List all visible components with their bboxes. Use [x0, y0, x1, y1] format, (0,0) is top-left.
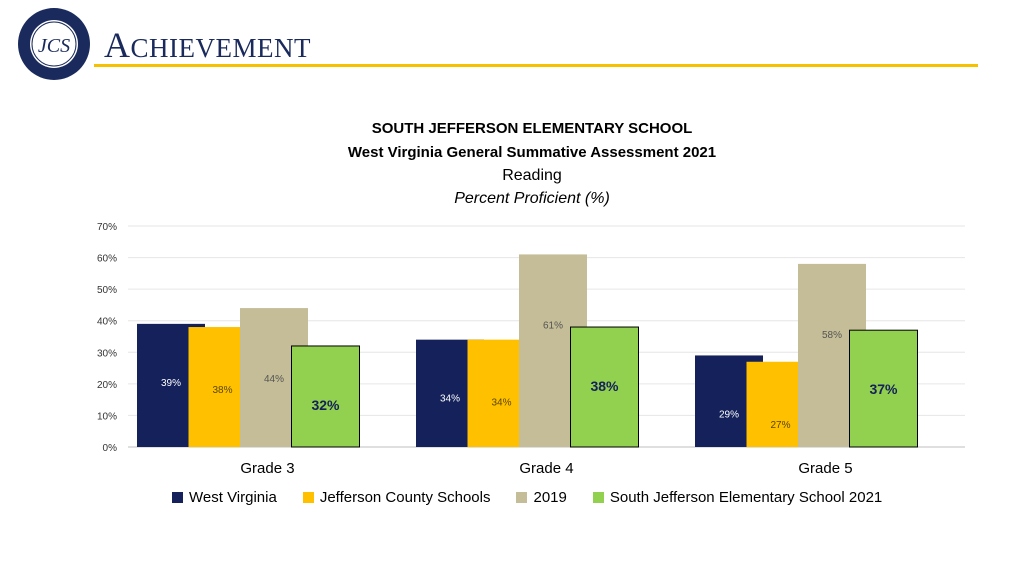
x-tick-label: Grade 5 [798, 460, 852, 477]
legend-label: South Jefferson Elementary School 2021 [609, 489, 883, 506]
data-label: 34% [491, 398, 511, 409]
y-tick-label: 50% [97, 285, 117, 296]
chart-ylabel: Percent Proficient (%) [454, 190, 610, 207]
data-label: 61% [543, 320, 563, 331]
data-label: 34% [440, 394, 460, 405]
data-label: 44% [264, 374, 284, 385]
data-label: 38% [212, 385, 232, 396]
data-label: 39% [161, 378, 181, 389]
data-label: 37% [869, 381, 898, 397]
legend-label: 2019 [533, 489, 567, 506]
x-tick-label: Grade 3 [240, 460, 294, 477]
data-label: 27% [770, 420, 790, 431]
y-tick-label: 10% [97, 411, 117, 422]
logo-monogram: JCS [38, 35, 70, 57]
legend-swatch-2019 [516, 492, 528, 503]
legend-swatch-west-virginia [172, 492, 183, 503]
page-title: ACHIEVEMENT [104, 25, 311, 65]
legend-item-2019: 2019 [516, 489, 567, 506]
y-tick-label: 30% [97, 348, 117, 359]
chart-subtitle: West Virginia General Summative Assessme… [347, 144, 717, 161]
x-tick-label: Grade 4 [519, 460, 573, 477]
y-tick-label: 70% [97, 222, 117, 233]
legend-item-west-virginia: West Virginia [172, 489, 277, 506]
bar-south-jefferson-elementary-school-2021-grade-5 [849, 329, 918, 448]
legend-label: West Virginia [189, 489, 277, 506]
legend-item-south-jefferson: South Jefferson Elementary School 2021 [592, 489, 883, 506]
title-rule [94, 64, 978, 67]
chart-legend: West Virginia Jefferson County Schools 2… [172, 489, 882, 506]
data-label: 38% [590, 378, 619, 394]
legend-swatch-south-jefferson [592, 492, 604, 503]
y-tick-label: 60% [97, 254, 117, 265]
bar-south-jefferson-elementary-school-2021-grade-4 [570, 326, 639, 448]
data-label: 58% [822, 330, 842, 341]
y-tick-label: 40% [97, 317, 117, 328]
chart-title: SOUTH JEFFERSON ELEMENTARY SCHOOL [371, 120, 693, 137]
chart-subject: Reading [502, 167, 562, 184]
data-label: 29% [719, 409, 739, 420]
data-label: 32% [311, 397, 340, 413]
jefferson-county-schools-logo: JCS [18, 8, 90, 80]
y-tick-label: 0% [103, 443, 118, 454]
legend-item-jefferson: Jefferson County Schools [302, 489, 491, 506]
legend-swatch-jefferson [302, 492, 314, 503]
legend-label: Jefferson County Schools [319, 489, 491, 506]
y-tick-label: 20% [97, 380, 117, 391]
bar-south-jefferson-elementary-school-2021-grade-3 [291, 345, 360, 448]
